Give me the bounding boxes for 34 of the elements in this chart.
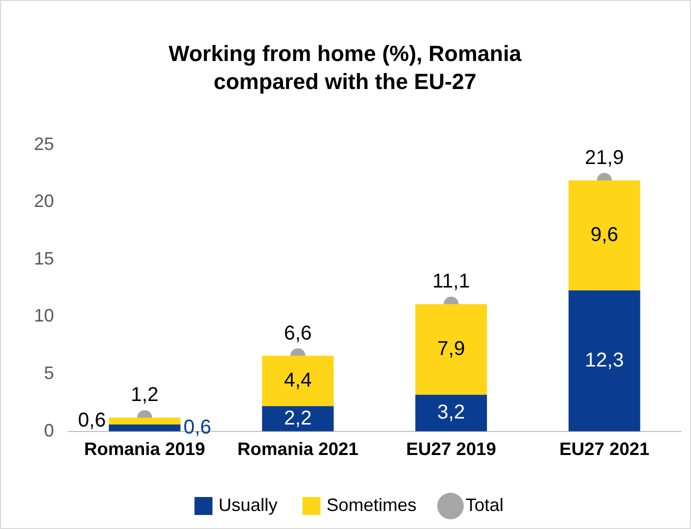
data-label: 21,9 bbox=[584, 146, 624, 169]
bar bbox=[415, 304, 487, 395]
data-label: 0,6 bbox=[183, 416, 212, 438]
bar bbox=[262, 406, 334, 432]
chart-title: Working from home (%), Romania compared with the EU-27 bbox=[168, 40, 522, 96]
data-label: 9,6 bbox=[590, 224, 618, 246]
y-tick-label: 5 bbox=[44, 363, 54, 384]
data-label: 11,1 bbox=[432, 270, 470, 293]
bar bbox=[262, 356, 334, 406]
bar bbox=[568, 290, 640, 432]
data-label: 2,2 bbox=[284, 407, 312, 430]
legend-label: Usually bbox=[218, 494, 278, 515]
y-tick-label: 20 bbox=[34, 191, 54, 212]
data-label: 3,2 bbox=[437, 402, 466, 424]
legend-label: Sometimes bbox=[326, 494, 417, 515]
data-label: 1,2 bbox=[130, 384, 159, 406]
bar bbox=[108, 424, 180, 432]
legend-label: Total bbox=[466, 494, 504, 515]
data-label: 12,3 bbox=[584, 349, 624, 372]
data-label: 7,9 bbox=[437, 338, 466, 360]
x-tick-label: Romania 2019 bbox=[84, 439, 206, 460]
bar bbox=[415, 394, 487, 432]
x-tick-label: Romania 2021 bbox=[237, 439, 358, 460]
x-tick-label: EU27 2019 bbox=[406, 439, 496, 460]
data-label: 6,6 bbox=[284, 322, 312, 344]
data-label: 4,4 bbox=[284, 369, 312, 392]
bar bbox=[108, 418, 180, 425]
bar bbox=[568, 180, 640, 290]
y-tick-label: 25 bbox=[34, 134, 54, 154]
y-tick-label: 10 bbox=[34, 306, 54, 326]
y-tick-label: 15 bbox=[34, 248, 54, 268]
x-tick-label: EU27 2021 bbox=[559, 439, 650, 460]
y-tick-label: 0 bbox=[44, 420, 54, 440]
data-label: 0,6 bbox=[78, 410, 106, 432]
